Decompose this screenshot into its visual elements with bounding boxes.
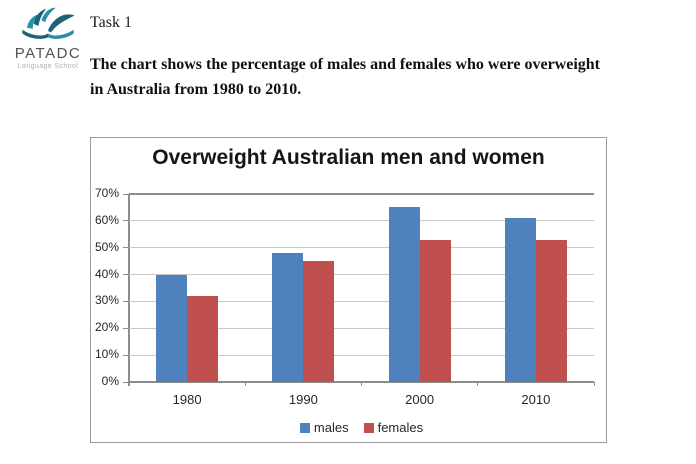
logo-name: PATADC	[14, 45, 82, 62]
y-tick	[123, 274, 128, 276]
plot-area: 0% 10% 20% 30% 40% 50% 60% 70% 1980 1990 2000 2010	[95, 186, 595, 407]
x-axis-label-2010: 2010	[521, 392, 551, 407]
school-logo: PATADC Language School	[10, 6, 86, 70]
y-tick	[123, 381, 128, 383]
y-axis-label: 10%	[94, 347, 119, 362]
bar-males-1980	[156, 274, 188, 382]
gridline-50%	[129, 247, 594, 249]
gridline-10%	[129, 354, 594, 356]
legend-label-females: females	[377, 420, 424, 435]
y-axis-line	[128, 194, 130, 386]
y-tick	[123, 220, 128, 222]
y-axis-label: 70%	[94, 186, 119, 200]
y-axis-label: 40%	[94, 266, 119, 281]
y-axis-label: 30%	[94, 293, 119, 308]
legend-label-males: males	[313, 420, 349, 435]
chart-legend: males females	[129, 420, 594, 435]
description-line-2: in Australia from 1980 to 2010.	[90, 81, 302, 98]
y-tick	[123, 193, 128, 195]
bar-females-2000	[419, 239, 451, 382]
gridline-30%	[129, 300, 594, 302]
task-description: The chart shows the percentage of males …	[90, 52, 600, 102]
y-axis-label: 20%	[94, 320, 119, 335]
bar-males-2000	[388, 207, 420, 382]
legend-item-males: males	[299, 420, 349, 435]
x-tick	[244, 382, 246, 386]
gridline-40%	[129, 274, 594, 276]
y-tick	[123, 354, 128, 356]
legend-item-females: females	[363, 420, 424, 435]
y-tick	[123, 327, 128, 329]
y-tick	[123, 300, 128, 302]
logo-subtitle: Language School	[17, 63, 79, 70]
y-axis-label: 60%	[94, 212, 119, 227]
y-axis-label: 0%	[101, 374, 119, 388]
gridline-70%	[129, 193, 594, 195]
bar-females-1980	[187, 296, 219, 382]
bar-males-1990	[272, 253, 304, 382]
legend-swatch-males	[299, 422, 310, 433]
open-book-with-leaves-icon	[22, 7, 75, 39]
x-tick	[593, 382, 595, 386]
x-axis-label-2000: 2000	[405, 392, 435, 407]
y-tick	[123, 247, 128, 249]
gridline-60%	[129, 220, 594, 222]
description-line-1: The chart shows the percentage of males …	[90, 56, 600, 73]
chart-title: Overweight Australian men and women	[152, 146, 545, 169]
bar-females-2010	[535, 239, 567, 382]
bar-males-2010	[504, 218, 536, 382]
gridline-20%	[129, 327, 594, 329]
y-axis-label: 50%	[94, 239, 119, 254]
x-tick	[477, 382, 479, 386]
x-tick	[361, 382, 362, 386]
x-axis-label-1980: 1980	[172, 392, 202, 407]
legend-swatch-females	[363, 422, 374, 433]
task-title: Task 1	[90, 14, 132, 31]
x-tick	[128, 382, 130, 386]
bar-females-1990	[303, 261, 335, 382]
bar-chart: Overweight Australian men and women 0% 10…	[90, 137, 607, 443]
x-axis-label-1990: 1990	[288, 392, 318, 407]
